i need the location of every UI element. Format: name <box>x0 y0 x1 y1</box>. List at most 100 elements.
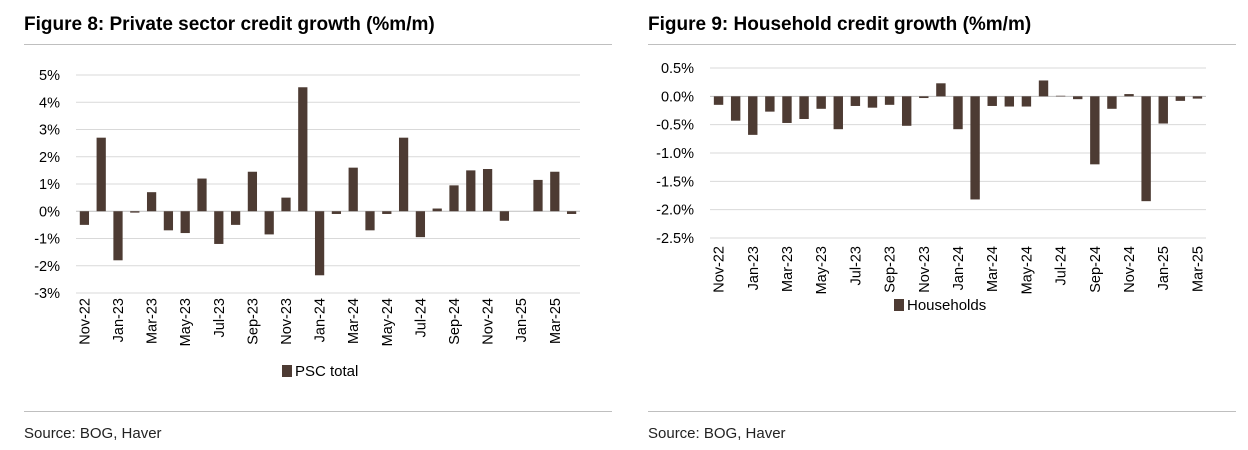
bar <box>765 96 775 112</box>
household-credit-chart: 0.5% 0.0% -0.5% -1.0% -1.5% -2.0% -2.5% Nov-22 J… <box>656 61 1206 314</box>
source-divider <box>648 411 1236 412</box>
bar <box>348 167 358 212</box>
figure-9-panel: Figure 9: Household credit growth (%m/m)… <box>648 0 1236 450</box>
bar <box>1158 96 1168 124</box>
bar <box>833 96 843 130</box>
y-tick-label: -1.5% <box>656 174 694 190</box>
bar <box>1090 96 1100 165</box>
x-tick-label: Mar-25 <box>548 298 564 344</box>
bar <box>1073 96 1083 100</box>
bar <box>314 211 325 276</box>
x-tick-label: May-23 <box>814 246 830 294</box>
y-tick-label: 0.0% <box>661 89 694 105</box>
chart-title: Figure 8: Private sector credit growth (… <box>24 14 435 35</box>
bar <box>1124 94 1134 97</box>
bar <box>1055 95 1066 97</box>
x-tick-label: Mar-24 <box>346 298 362 344</box>
title-divider <box>648 44 1236 45</box>
bar <box>331 211 342 214</box>
bar <box>482 169 493 212</box>
x-tick-label: Mar-25 <box>1190 246 1206 292</box>
y-tick-label: 2% <box>39 150 60 166</box>
y-tick-label: -2.5% <box>656 231 694 247</box>
y-tick-label: -1% <box>34 232 60 248</box>
bar <box>163 211 174 231</box>
bar <box>180 211 190 234</box>
bar <box>466 170 476 212</box>
x-tick-label: Nov-22 <box>712 246 728 293</box>
x-tick-label: Nov-23 <box>279 298 295 345</box>
x-tick-label: Jul-24 <box>413 298 429 338</box>
bar <box>799 96 809 119</box>
bar <box>247 171 258 212</box>
x-tick-label: Nov-24 <box>481 298 497 345</box>
bar <box>365 211 375 231</box>
bar <box>499 211 510 221</box>
x-tick-label: Jul-24 <box>1054 246 1070 286</box>
bar <box>449 185 459 212</box>
x-tick-label: Jul-23 <box>848 246 864 286</box>
bar <box>230 211 241 225</box>
bar <box>382 211 392 214</box>
x-tick-label: May-23 <box>178 298 194 346</box>
bar <box>730 96 741 121</box>
bar <box>1004 96 1015 107</box>
x-tick-label: Nov-22 <box>77 298 93 345</box>
bar <box>264 211 274 235</box>
figure-8-panel: Figure 8: Private sector credit growth (… <box>24 0 612 450</box>
x-tick-label: Sep-23 <box>245 298 261 345</box>
x-tick-label: Mar-23 <box>145 298 161 344</box>
bar <box>919 96 929 99</box>
psc-credit-chart: 5% 4% 3% 2% 1% 0% -1% -2% -3% Nov-22 Jan-23 Mar-23 M… <box>34 68 580 380</box>
bar <box>713 96 724 105</box>
bar <box>936 83 946 97</box>
y-tick-label: 4% <box>39 95 60 111</box>
x-tick-label: Jan-24 <box>313 298 329 342</box>
x-tick-label: Jan-25 <box>1156 246 1172 290</box>
bar <box>782 96 792 123</box>
y-tick-label: 0% <box>39 204 60 220</box>
y-tick-label: 5% <box>39 68 60 84</box>
x-tick-label: Jan-23 <box>746 246 762 290</box>
x-tick-label: Nov-24 <box>1122 246 1138 293</box>
bar <box>987 96 997 106</box>
bar <box>281 197 291 212</box>
bar <box>566 211 577 214</box>
y-tick-label: -2.0% <box>656 203 694 219</box>
bar <box>398 137 409 212</box>
x-tick-label: May-24 <box>380 298 396 346</box>
bar <box>298 87 308 212</box>
bar <box>550 171 560 212</box>
legend-label: PSC total <box>295 363 358 380</box>
bar <box>79 211 90 225</box>
title-divider <box>24 44 612 45</box>
bar <box>884 96 895 105</box>
x-tick-label: Jan-23 <box>111 298 127 342</box>
legend-label: Households <box>907 297 986 314</box>
source-note: Source: BOG, Haver <box>24 425 162 442</box>
bar <box>415 211 426 238</box>
bar <box>816 96 826 109</box>
x-tick-label: Nov-23 <box>917 246 933 293</box>
source-note: Source: BOG, Haver <box>648 425 786 442</box>
x-tick-label: Sep-24 <box>1088 246 1104 293</box>
legend-swatch <box>894 299 904 311</box>
y-tick-label: -0.5% <box>656 118 694 134</box>
y-tick-label: -3% <box>34 286 60 302</box>
y-tick-label: 3% <box>39 123 60 139</box>
bar <box>214 211 224 244</box>
x-tick-label: May-24 <box>1019 246 1035 294</box>
y-tick-label: 0.5% <box>661 61 694 77</box>
bar <box>1175 96 1186 101</box>
y-tick-label: 1% <box>39 177 60 193</box>
bar <box>901 96 912 126</box>
chart-title: Figure 9: Household credit growth (%m/m) <box>648 14 1032 35</box>
bar <box>850 96 861 106</box>
y-tick-label: -2% <box>34 259 60 275</box>
bar <box>1038 80 1049 97</box>
source-divider <box>24 411 612 412</box>
bar <box>867 96 878 108</box>
x-tick-label: Jan-25 <box>514 298 530 342</box>
bar <box>953 96 963 130</box>
x-tick-label: Jul-23 <box>212 298 228 338</box>
